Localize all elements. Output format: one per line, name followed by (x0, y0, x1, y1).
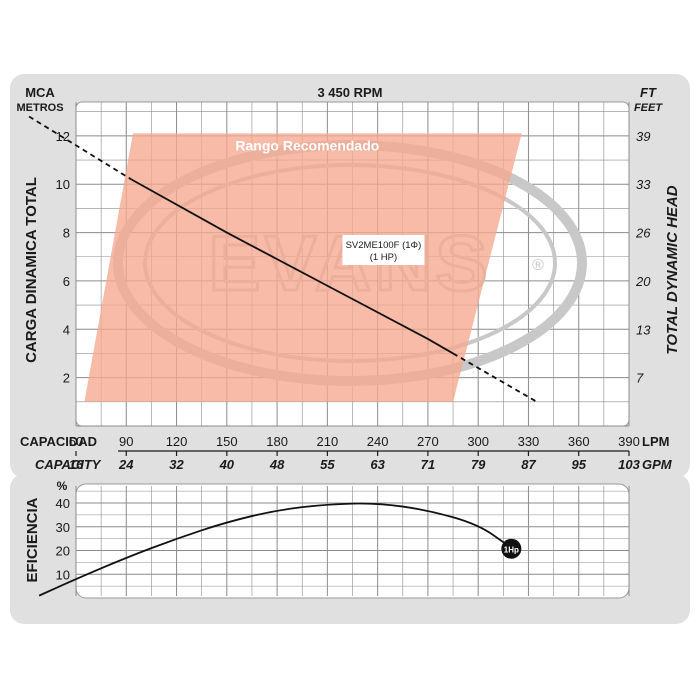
y-right-unit-feet: FEET (634, 102, 663, 114)
y-left-tick-label: 8 (63, 226, 70, 241)
y-left-tick-label: 12 (56, 129, 70, 144)
recommended-range-label: Rango Recomendado (235, 137, 379, 153)
x-gpm-tick-label: 95 (571, 457, 586, 472)
watermark-registered-mark: ® (532, 257, 544, 274)
x-lpm-axis-label: CAPACIDAD (20, 434, 97, 449)
rpm-title: 3 450 RPM (317, 85, 382, 100)
model-hp-label: (1 HP) (370, 252, 397, 263)
y-right-unit-ft: FT (640, 85, 657, 100)
x-gpm-tick-label: 103 (618, 457, 640, 472)
efficiency-unit: % (57, 479, 68, 493)
y-left-unit-metros: METROS (16, 102, 63, 114)
head-curve-solid (130, 178, 454, 355)
efficiency-end-marker (501, 538, 522, 559)
y-right-tick-label: 13 (636, 322, 651, 337)
x-lpm-tick-label: 390 (618, 434, 640, 449)
x-lpm-unit: LPM (642, 434, 669, 449)
efficiency-tick-label: 30 (56, 520, 70, 535)
y-left-unit-mca: MCA (25, 85, 55, 100)
x-lpm-tick-label: 210 (317, 434, 339, 449)
x-lpm-tick-label: 360 (568, 434, 590, 449)
y-right-tick-label: 39 (636, 129, 650, 144)
efficiency-grid: 10 20 30 40 (56, 486, 630, 596)
efficiency-tick-label: 20 (56, 544, 70, 559)
head-curve-dashed-high (452, 352, 538, 403)
x-gpm-unit: GPM (642, 457, 673, 472)
y-right-tick-label: 33 (636, 177, 651, 192)
x-gpm-tick-label: 48 (269, 457, 285, 472)
y-right-axis-label: TOTAL DYNAMIC HEAD (664, 185, 681, 354)
x-lpm-tick-label: 240 (367, 434, 389, 449)
y-right-tick-label: 20 (635, 274, 651, 289)
y-left-tick-label: 6 (63, 274, 70, 289)
efficiency-axis-label: EFICIENCIA (24, 497, 41, 582)
y-left-tick-label: 10 (56, 177, 70, 192)
x-lpm-tick-label: 330 (518, 434, 540, 449)
x-gpm-tick-label: 16 (69, 457, 84, 472)
y-right-tick-label: 26 (635, 226, 651, 241)
x-lpm-tick-label: 150 (216, 434, 238, 449)
y-left-axis-label: CARGA DINAMICA TOTAL (23, 177, 40, 363)
y-left-tick-label: 4 (63, 322, 70, 337)
efficiency-tick-label: 10 (56, 567, 70, 582)
x-lpm-tick-label: 90 (119, 434, 133, 449)
recommended-range-area (84, 133, 522, 402)
x-lpm-tick-label: 270 (417, 434, 439, 449)
x-gpm-tick-label: 87 (521, 457, 536, 472)
efficiency-tick-label: 40 (56, 496, 70, 511)
x-gpm-tick-label: 40 (219, 457, 235, 472)
capacity-axis: 60 90 120 150 180 210 240 270 300 330 360 390 16 24 32… (69, 434, 641, 472)
x-gpm-axis-label: CAPACITY (35, 457, 102, 472)
model-name-label: SV2ME100F (1Φ) (346, 240, 422, 251)
x-gpm-tick-label: 79 (471, 457, 486, 472)
x-lpm-tick-label: 120 (166, 434, 188, 449)
head-curve: SV2ME100F (1Φ)(1 HP) (28, 115, 538, 403)
x-gpm-tick-label: 63 (370, 457, 385, 472)
efficiency-series-label: 1Hp (504, 545, 519, 554)
x-lpm-tick-label: 60 (69, 434, 83, 449)
efficiency-curve-line (38, 502, 509, 597)
head-curve-dashed-low (28, 115, 132, 181)
x-lpm-tick-label: 180 (266, 434, 288, 449)
x-gpm-tick-label: 24 (118, 457, 134, 472)
model-label-box (342, 234, 425, 265)
recommended-range: Rango Recomendado (84, 133, 522, 402)
x-gpm-tick-label: 71 (421, 457, 435, 472)
x-gpm-tick-label: 32 (169, 457, 184, 472)
y-right-tick-label: 7 (636, 371, 644, 386)
y-left-tick-label: 2 (63, 371, 70, 386)
x-lpm-tick-label: 300 (467, 434, 489, 449)
efficiency-curve: 1Hp (38, 502, 522, 597)
x-gpm-tick-label: 55 (320, 457, 335, 472)
